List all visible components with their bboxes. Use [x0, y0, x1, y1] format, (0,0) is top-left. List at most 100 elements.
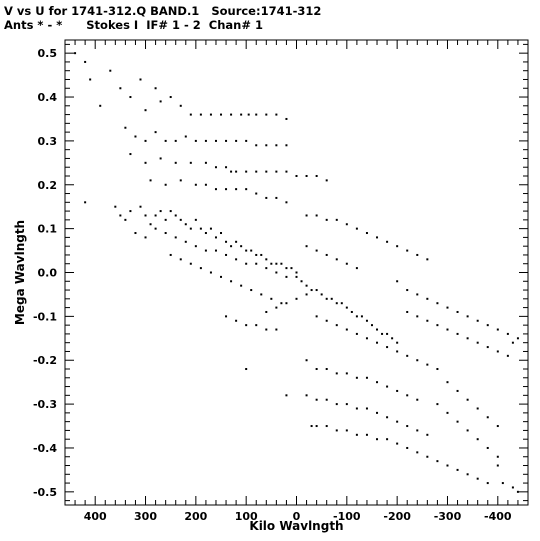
data-point: [114, 205, 117, 208]
y-tick-label: -0.2: [33, 354, 57, 367]
data-point: [270, 297, 273, 300]
data-point: [265, 196, 268, 199]
data-point: [360, 315, 363, 318]
data-point: [511, 341, 514, 344]
data-point: [486, 346, 489, 349]
data-point: [245, 368, 248, 371]
data-point: [189, 161, 192, 164]
data-point: [345, 262, 348, 265]
data-point: [365, 337, 368, 340]
y-tick-label: 0.1: [38, 223, 58, 236]
data-point: [209, 113, 212, 116]
data-point: [134, 232, 137, 235]
data-point: [406, 289, 409, 292]
data-point: [119, 87, 122, 90]
data-point: [340, 302, 343, 305]
data-point: [416, 315, 419, 318]
data-point: [416, 429, 419, 432]
data-point: [396, 442, 399, 445]
data-point: [365, 433, 368, 436]
data-point: [305, 394, 308, 397]
data-point: [139, 205, 142, 208]
data-point: [446, 306, 449, 309]
data-point: [446, 464, 449, 467]
data-point: [174, 214, 177, 217]
data-point: [335, 372, 338, 375]
data-point: [169, 253, 172, 256]
data-point: [345, 372, 348, 375]
chart-subtitle: Ants * - * Stokes I IF# 1 - 2 Chan# 1: [4, 18, 263, 32]
y-tick-label: -0.4: [33, 442, 57, 455]
data-point: [446, 381, 449, 384]
data-point: [260, 253, 263, 256]
data-point: [174, 161, 177, 164]
data-point: [285, 267, 288, 270]
data-point: [305, 245, 308, 248]
data-point: [426, 319, 429, 322]
data-point: [376, 341, 379, 344]
data-point: [134, 135, 137, 138]
data-point: [179, 104, 182, 107]
data-point: [476, 341, 479, 344]
data-point: [486, 416, 489, 419]
data-point: [189, 227, 192, 230]
data-point: [446, 328, 449, 331]
data-point: [194, 139, 197, 142]
data-point: [335, 403, 338, 406]
data-point: [386, 240, 389, 243]
data-point: [204, 232, 207, 235]
data-point: [275, 271, 278, 274]
data-point: [184, 223, 187, 226]
data-point: [154, 227, 157, 230]
data-point: [245, 170, 248, 173]
data-point: [396, 245, 399, 248]
data-point: [285, 302, 288, 305]
data-point: [159, 210, 162, 213]
data-point: [466, 429, 469, 432]
data-point: [290, 267, 293, 270]
data-point: [265, 328, 268, 331]
data-point: [119, 214, 122, 217]
data-point: [300, 280, 303, 283]
data-point: [194, 183, 197, 186]
data-point: [315, 214, 318, 217]
data-point: [355, 332, 358, 335]
data-point: [501, 482, 504, 485]
data-point: [381, 332, 384, 335]
data-point: [225, 166, 228, 169]
data-point: [426, 455, 429, 458]
data-point: [315, 398, 318, 401]
data-point: [240, 284, 243, 287]
data-point: [496, 350, 499, 353]
data-point: [516, 337, 519, 340]
data-point: [355, 407, 358, 410]
data-point: [245, 324, 248, 327]
data-point: [179, 218, 182, 221]
data-point: [376, 381, 379, 384]
data-point: [315, 368, 318, 371]
data-point: [325, 179, 328, 182]
data-point: [199, 267, 202, 270]
data-point: [416, 398, 419, 401]
data-point: [310, 425, 313, 428]
data-point: [164, 218, 167, 221]
data-point: [235, 170, 238, 173]
data-point: [209, 271, 212, 274]
data-point: [345, 403, 348, 406]
data-point: [446, 411, 449, 414]
data-point: [204, 139, 207, 142]
data-point: [325, 319, 328, 322]
data-point: [159, 157, 162, 160]
data-point: [315, 289, 318, 292]
data-point: [250, 249, 253, 252]
data-point: [456, 389, 459, 392]
data-point: [325, 218, 328, 221]
data-point: [335, 258, 338, 261]
data-point: [325, 368, 328, 371]
data-point: [144, 161, 147, 164]
data-point: [355, 227, 358, 230]
data-point: [416, 293, 419, 296]
data-point: [386, 385, 389, 388]
data-point: [230, 245, 233, 248]
data-point: [345, 429, 348, 432]
